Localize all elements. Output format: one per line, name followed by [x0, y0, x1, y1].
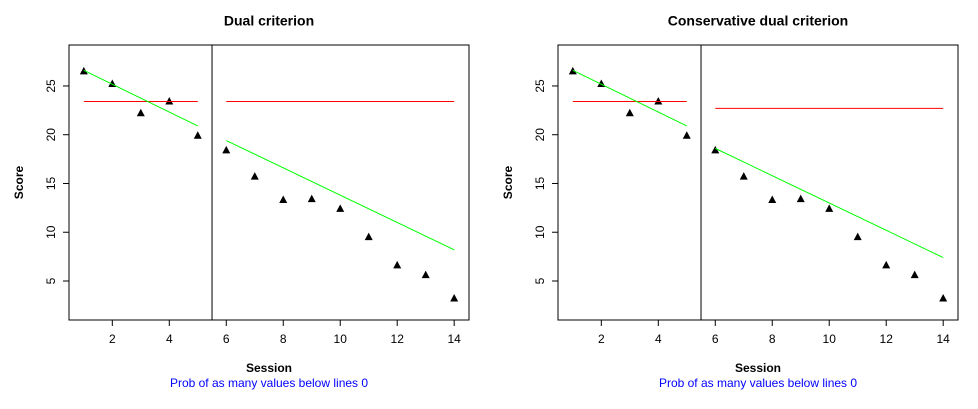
point: [364, 232, 373, 241]
point: [739, 172, 748, 180]
y-tick-label: 10: [533, 225, 547, 239]
point: [279, 195, 288, 204]
point: [711, 145, 720, 154]
y-tick-label: 20: [44, 128, 58, 142]
chart-title: Conservative dual criterion: [668, 13, 849, 29]
line: [83, 69, 198, 127]
point: [193, 131, 202, 139]
x-tick-label: 4: [655, 332, 662, 346]
point: [939, 294, 948, 302]
x-tick-label: 8: [769, 332, 776, 346]
x-tick-label: 10: [334, 332, 348, 346]
x-tick-label: 12: [391, 332, 405, 346]
y-tick-label: 15: [44, 176, 58, 190]
note: Prob of as many values below lines 0: [659, 376, 857, 390]
x-axis-title: Session: [735, 361, 781, 375]
y-axis-title: Score: [12, 166, 26, 200]
y-tick-label: 5: [533, 277, 547, 284]
y-tick-label: 5: [44, 277, 58, 284]
y-tick-label: 20: [533, 128, 547, 142]
line: [572, 69, 687, 127]
point: [250, 172, 259, 180]
note: Prob of as many values below lines 0: [170, 376, 368, 390]
y-axis-title: Score: [501, 166, 515, 200]
x-tick-label: 14: [448, 332, 462, 346]
point: [768, 195, 777, 204]
chart-title: Dual criterion: [224, 13, 314, 29]
y-tick-label: 25: [533, 79, 547, 93]
point: [393, 260, 402, 269]
x-tick-label: 12: [880, 332, 894, 346]
point: [910, 270, 919, 279]
point: [654, 97, 663, 105]
point: [222, 145, 231, 154]
point: [625, 108, 634, 117]
x-tick-label: 2: [109, 332, 116, 346]
y-tick-label: 10: [44, 225, 58, 239]
point: [882, 260, 891, 269]
point: [421, 270, 430, 279]
x-axis-title: Session: [246, 361, 292, 375]
x-tick-label: 14: [937, 332, 951, 346]
point: [307, 194, 316, 203]
point: [682, 131, 691, 139]
x-tick-label: 6: [223, 332, 230, 346]
point: [853, 232, 862, 241]
point: [450, 294, 459, 302]
plot-box: [557, 44, 959, 321]
point: [825, 204, 834, 212]
x-tick-label: 10: [823, 332, 837, 346]
x-tick-label: 4: [166, 332, 173, 346]
line: [226, 140, 455, 251]
plot-box: [68, 44, 470, 321]
point: [796, 194, 805, 203]
x-tick-label: 6: [712, 332, 719, 346]
x-tick-label: 2: [598, 332, 605, 346]
y-tick-label: 15: [533, 176, 547, 190]
point: [165, 97, 174, 105]
y-tick-label: 25: [44, 79, 58, 93]
point: [336, 204, 345, 212]
line: [715, 147, 944, 259]
point: [136, 108, 145, 117]
x-tick-label: 8: [280, 332, 287, 346]
